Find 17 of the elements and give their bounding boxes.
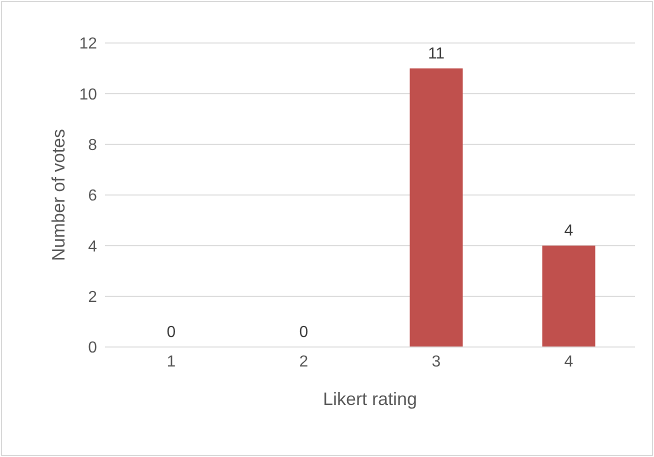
- y-axis-title: Number of votes: [48, 128, 68, 262]
- data-label: 0: [166, 324, 176, 341]
- y-tick-label: 4: [88, 238, 98, 256]
- y-tick-label: 10: [79, 86, 98, 104]
- x-tick-label: 2: [299, 353, 308, 370]
- data-label: 11: [428, 45, 445, 62]
- data-label: 0: [299, 324, 308, 341]
- y-tick-label: 8: [88, 137, 98, 154]
- y-tick-label: 2: [88, 289, 98, 306]
- y-tick-label: 6: [88, 188, 98, 205]
- x-tick-label: 4: [564, 353, 574, 370]
- x-axis-title: Likert rating: [322, 389, 418, 409]
- x-tick-label: 3: [432, 353, 441, 370]
- data-label: 4: [564, 222, 574, 240]
- x-tick-label: 1: [166, 353, 176, 370]
- y-tick-label: 0: [88, 340, 98, 357]
- y-tick-label: 12: [79, 36, 98, 53]
